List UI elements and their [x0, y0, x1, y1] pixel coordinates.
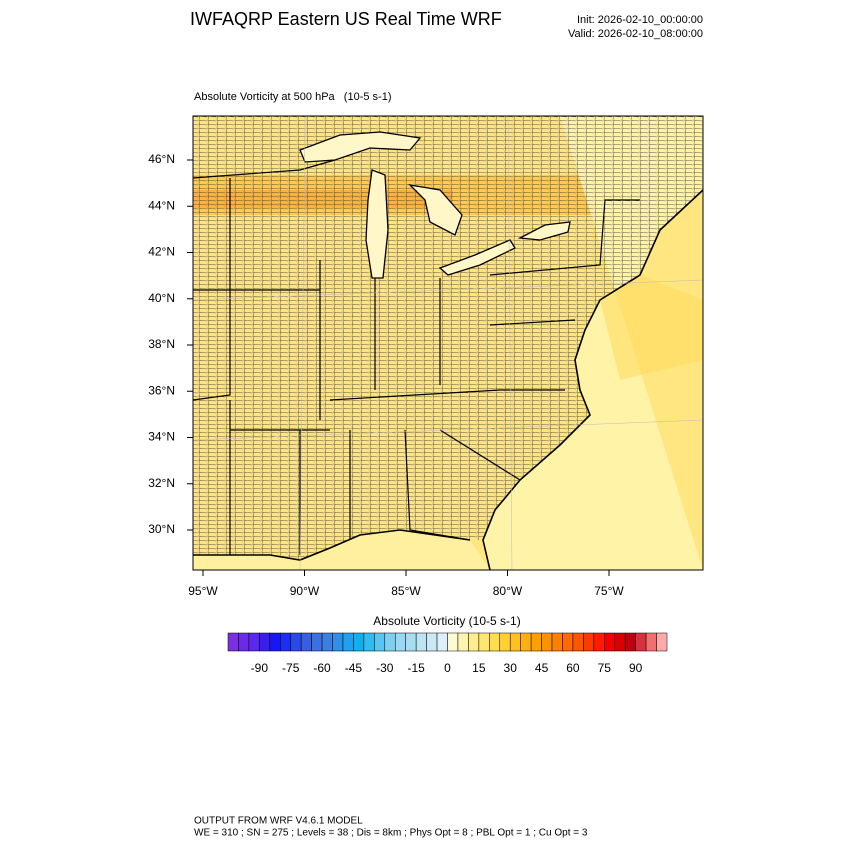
- colorbar-box: [478, 632, 490, 652]
- colorbar-box: [405, 632, 417, 652]
- colorbar-tick-label: 0: [444, 661, 451, 675]
- lat-label: 44°N: [148, 198, 175, 212]
- colorbar-tick-label: 45: [535, 661, 549, 675]
- colorbar-box: [635, 632, 647, 652]
- colorbar-box: [572, 632, 584, 652]
- valid-time: Valid: 2026-02-10_08:00:00: [568, 28, 703, 40]
- colorbar-box: [551, 632, 563, 652]
- colorbar-box: [530, 632, 542, 652]
- colorbar-tick-label: -90: [251, 661, 269, 675]
- colorbar-box: [457, 632, 469, 652]
- colorbar-box: [332, 632, 344, 652]
- colorbar-box: [311, 632, 323, 652]
- colorbar-box: [363, 632, 375, 652]
- colorbar-box: [384, 632, 396, 652]
- title: IWFAQRP Eastern US Real Time WRF: [190, 9, 502, 29]
- colorbar-title: Absolute Vorticity (10-5 s-1): [373, 614, 520, 628]
- lon-label: 75°W: [594, 584, 624, 598]
- lat-label: 30°N: [148, 522, 175, 536]
- colorbar-tick-label: 90: [629, 661, 643, 675]
- map-subtitle: Absolute Vorticity at 500 hPa (10-5 s-1): [194, 91, 392, 103]
- colorbar-box: [415, 632, 427, 652]
- colorbar-tick-label: 15: [472, 661, 486, 675]
- colorbar-box: [447, 632, 459, 652]
- colorbar-box: [562, 632, 574, 652]
- colorbar-box: [426, 632, 438, 652]
- lat-label: 40°N: [148, 291, 175, 305]
- lat-label: 46°N: [148, 152, 175, 166]
- colorbar-box: [656, 632, 668, 652]
- colorbar-box: [645, 632, 657, 652]
- lat-label: 34°N: [148, 430, 175, 444]
- lon-label: 85°W: [391, 584, 421, 598]
- colorbar-box: [248, 632, 260, 652]
- colorbar-tick-label: 60: [566, 661, 580, 675]
- colorbar-box: [499, 632, 511, 652]
- colorbar-box: [300, 632, 312, 652]
- colorbar-box: [280, 632, 291, 652]
- lon-label: 80°W: [493, 584, 523, 598]
- footer-line: WE = 310 ; SN = 275 ; Levels = 38 ; Dis …: [194, 828, 588, 839]
- colorbar-box: [353, 632, 365, 652]
- colorbar-box: [374, 632, 386, 652]
- colorbar-box: [394, 632, 406, 652]
- lat-label: 32°N: [148, 476, 175, 490]
- colorbar-box: [624, 632, 636, 652]
- colorbar-tick-label: -60: [313, 661, 331, 675]
- colorbar-tick-label: 75: [598, 661, 612, 675]
- lat-label: 38°N: [148, 337, 175, 351]
- colorbar-box: [342, 632, 354, 652]
- colorbar-box: [468, 632, 480, 652]
- colorbar-tick-label: -30: [376, 661, 394, 675]
- colorbar-box: [520, 632, 532, 652]
- colorbar-box: [238, 632, 250, 652]
- lon-label: 90°W: [290, 584, 320, 598]
- colorbar-box: [436, 632, 448, 652]
- footer-line: OUTPUT FROM WRF V4.6.1 MODEL: [194, 816, 363, 827]
- colorbar: -90 -75 -60 -45 -30 -15 0 15 30 45 60 75 90: [227, 632, 668, 675]
- colorbar-box: [541, 632, 553, 652]
- lat-label: 42°N: [148, 245, 175, 259]
- map-frame: [192, 115, 704, 571]
- colorbar-box: [614, 632, 626, 652]
- colorbar-box: [604, 632, 615, 652]
- colorbar-box: [583, 632, 595, 652]
- colorbar-box: [489, 632, 501, 652]
- map: [193, 116, 703, 570]
- lon-label: 95°W: [188, 584, 218, 598]
- graticule-labels: 46°N 44°N 42°N 40°N 38°N 36°N 34°N 32°N 30°N 95°W…: [148, 152, 624, 598]
- colorbar-box: [593, 632, 605, 652]
- colorbar-tick-label: -45: [345, 661, 363, 675]
- colorbar-box: [259, 632, 271, 652]
- colorbar-box: [509, 632, 521, 652]
- colorbar-tick-label: 30: [504, 661, 518, 675]
- lat-label: 36°N: [148, 383, 175, 397]
- init-time: Init: 2026-02-10_00:00:00: [577, 14, 703, 26]
- colorbar-box: [321, 632, 333, 652]
- colorbar-box: [269, 632, 281, 652]
- colorbar-box: [227, 632, 239, 652]
- colorbar-tick-label: -75: [282, 661, 300, 675]
- colorbar-tick-label: -15: [407, 661, 425, 675]
- colorbar-box: [290, 632, 302, 652]
